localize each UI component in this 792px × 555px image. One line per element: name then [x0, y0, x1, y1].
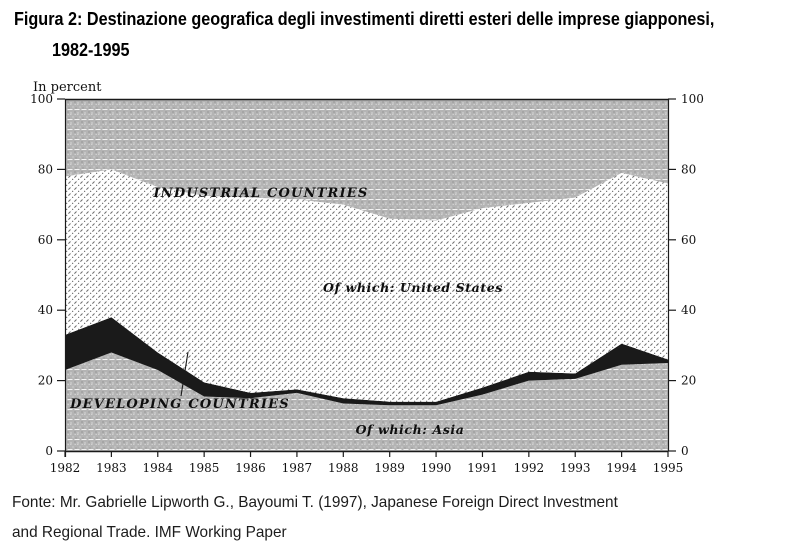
source-note: Fonte: Mr. Gabrielle Lipworth G., Bayoum… [12, 488, 618, 548]
area-black [65, 317, 668, 406]
figure-title-line2: 1982-1995 [52, 40, 130, 60]
x-tick-label: 1983 [96, 461, 127, 475]
source-line2: and Regional Trade. IMF Working Paper [12, 524, 287, 541]
chart-axes-ticks: 0 0 20 20 40 40 60 60 80 80 100 100 1982 1983 1984 1985… [30, 92, 704, 475]
y-tick-label-left: 20 [38, 374, 53, 388]
y-tick-label-right: 80 [681, 162, 696, 176]
united-states-area-label: Of which: United States [323, 280, 503, 295]
x-tick-label: 1993 [560, 461, 591, 475]
x-tick-label: 1990 [421, 461, 452, 475]
x-tick-label: 1985 [189, 461, 220, 475]
x-tick-label: 1995 [653, 461, 684, 475]
x-tick-label: 1982 [50, 461, 81, 475]
y-tick-label-right: 0 [681, 444, 689, 458]
y-tick-label-left: 40 [38, 303, 53, 317]
area-gray-halftone [65, 352, 668, 451]
x-tick-label: 1992 [514, 461, 545, 475]
y-axis-unit-label: In percent [33, 80, 102, 95]
y-tick-label-left: 60 [38, 233, 53, 247]
x-tick-label: 1994 [606, 461, 637, 475]
y-tick-label-right: 20 [681, 374, 696, 388]
x-tick-label: 1987 [282, 461, 313, 475]
industrial-countries-area-label: INDUSTRIAL COUNTRIES [152, 186, 368, 201]
y-tick-label-right: 100 [681, 92, 704, 106]
y-tick-label-right: 40 [681, 303, 696, 317]
x-tick-label: 1986 [235, 461, 266, 475]
chart-areas [65, 99, 668, 451]
source-line1: Fonte: Mr. Gabrielle Lipworth G., Bayoum… [12, 494, 618, 511]
developing-label-leader-line [180, 351, 189, 397]
y-tick-label-left: 0 [45, 444, 53, 458]
y-tick-label-right: 60 [681, 233, 696, 247]
x-tick-label: 1989 [374, 461, 405, 475]
area-gray-halftone [65, 99, 668, 221]
y-tick-label-left: 100 [30, 92, 53, 106]
developing-countries-area-label: DEVELOPING COUNTRIES [69, 397, 290, 412]
x-tick-label: 1984 [142, 461, 173, 475]
x-tick-label: 1991 [467, 461, 498, 475]
area-diagonal-hatch [65, 169, 668, 402]
asia-area-label: Of which: Asia [356, 422, 465, 437]
x-tick-label: 1988 [328, 461, 359, 475]
figure-title-line1: Figura 2: Destinazione geografica degli … [14, 9, 715, 29]
y-tick-label-left: 80 [38, 162, 53, 176]
